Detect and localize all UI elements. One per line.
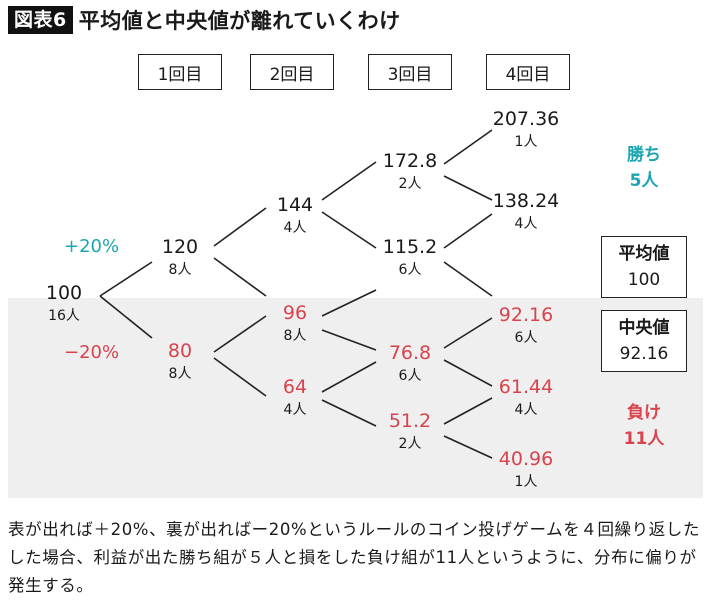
node-r2-ud: 96 8人 bbox=[283, 302, 307, 346]
node-count: 1人 bbox=[514, 134, 538, 150]
node-r3-uuu: 172.8 2人 bbox=[383, 150, 437, 194]
node-count: 6人 bbox=[514, 330, 538, 346]
node-count: 8人 bbox=[168, 262, 192, 278]
edge-172-138 bbox=[443, 175, 493, 201]
node-r2-dd: 64 4人 bbox=[283, 376, 307, 420]
node-value: 76.8 bbox=[388, 342, 432, 364]
edge-144-115 bbox=[321, 211, 377, 249]
winners-title: 勝ち bbox=[627, 145, 661, 165]
node-value: 92.16 bbox=[498, 304, 554, 326]
node-count: 16人 bbox=[48, 308, 80, 324]
node-count: 4人 bbox=[514, 216, 538, 232]
node-r3-udd: 76.8 6人 bbox=[389, 342, 431, 386]
edge-76-92 bbox=[443, 317, 493, 349]
node-count: 6人 bbox=[398, 368, 422, 384]
mean-box: 平均値 100 bbox=[601, 236, 687, 298]
edge-80-64 bbox=[213, 357, 267, 397]
node-value: 61.44 bbox=[498, 376, 554, 398]
edge-51-40 bbox=[443, 435, 493, 459]
edge-80-96 bbox=[213, 315, 267, 353]
node-r1-up: 120 8人 bbox=[162, 236, 198, 280]
node-count: 1人 bbox=[514, 474, 538, 490]
node-count: 4人 bbox=[283, 402, 307, 418]
loss-region-band bbox=[8, 298, 703, 498]
losers-count: 11人 bbox=[623, 429, 665, 449]
node-r4-4up: 207.36 1人 bbox=[493, 108, 559, 152]
node-count: 8人 bbox=[168, 366, 192, 382]
edge-96-76 bbox=[321, 329, 377, 351]
node-r3-uud: 115.2 6人 bbox=[383, 236, 437, 280]
node-value: 144 bbox=[276, 194, 314, 216]
edge-start-down bbox=[99, 295, 153, 339]
up-change-label: +20% bbox=[64, 236, 120, 257]
round-3-label: 3回目 bbox=[368, 54, 452, 90]
edge-172-207 bbox=[443, 129, 493, 165]
node-value: 100 bbox=[45, 282, 83, 304]
median-value: 92.16 bbox=[619, 344, 669, 364]
node-count: 6人 bbox=[398, 262, 422, 278]
node-r1-down: 80 8人 bbox=[168, 340, 192, 384]
round-2-label: 2回目 bbox=[250, 54, 334, 90]
node-value: 172.8 bbox=[382, 150, 438, 172]
winners-count: 5人 bbox=[629, 171, 659, 191]
round-4-label: 4回目 bbox=[486, 54, 570, 90]
node-value: 51.2 bbox=[388, 410, 432, 432]
edge-64-51 bbox=[321, 399, 377, 427]
edge-start-up bbox=[99, 261, 153, 297]
node-value: 115.2 bbox=[382, 236, 438, 258]
node-value: 64 bbox=[282, 376, 308, 398]
edge-115-138 bbox=[443, 213, 493, 249]
node-r4-2up: 92.16 6人 bbox=[499, 304, 553, 348]
node-count: 2人 bbox=[398, 176, 422, 192]
node-r4-1up: 61.44 4人 bbox=[499, 376, 553, 420]
median-label: 中央値 bbox=[618, 318, 670, 338]
node-value: 40.96 bbox=[498, 448, 554, 470]
node-count: 4人 bbox=[514, 402, 538, 418]
node-count: 4人 bbox=[283, 220, 307, 236]
edge-64-76 bbox=[321, 361, 377, 393]
down-change-label: −20% bbox=[64, 342, 120, 363]
figure-header: 図表6 平均値と中央値が離れていくわけ bbox=[8, 6, 401, 34]
edge-51-61 bbox=[443, 397, 493, 425]
node-value: 207.36 bbox=[492, 108, 560, 130]
node-value: 96 bbox=[282, 302, 308, 324]
mean-value: 100 bbox=[627, 270, 661, 290]
node-start: 100 16人 bbox=[46, 282, 82, 326]
edge-144-172 bbox=[321, 161, 377, 201]
node-r2-uu: 144 4人 bbox=[277, 194, 313, 238]
losers-label: 負け 11人 bbox=[608, 400, 680, 452]
winners-label: 勝ち 5人 bbox=[608, 142, 680, 194]
node-value: 80 bbox=[167, 340, 193, 362]
losers-title: 負け bbox=[627, 403, 661, 423]
round-1-label: 1回目 bbox=[138, 54, 222, 90]
node-count: 8人 bbox=[283, 328, 307, 344]
edge-115-92 bbox=[443, 261, 493, 297]
mean-label: 平均値 bbox=[618, 244, 670, 264]
node-r4-3up: 138.24 4人 bbox=[493, 190, 559, 234]
figure-caption: 表が出れば＋20%、裏が出ればー20%というルールのコイン投げゲームを４回繰り返… bbox=[8, 520, 701, 595]
node-value: 120 bbox=[161, 236, 199, 258]
median-box: 中央値 92.16 bbox=[601, 310, 687, 372]
edge-96-115 bbox=[321, 289, 377, 317]
edge-120-144 bbox=[213, 207, 267, 247]
edge-120-96 bbox=[213, 257, 267, 297]
node-value: 138.24 bbox=[492, 190, 560, 212]
node-count: 2人 bbox=[398, 436, 422, 452]
node-r4-0up: 40.96 1人 bbox=[499, 448, 553, 492]
node-r3-ddd: 51.2 2人 bbox=[389, 410, 431, 454]
edge-76-61 bbox=[443, 359, 493, 387]
figure-title: 平均値と中央値が離れていくわけ bbox=[78, 9, 401, 33]
figure-badge: 図表6 bbox=[8, 6, 73, 34]
